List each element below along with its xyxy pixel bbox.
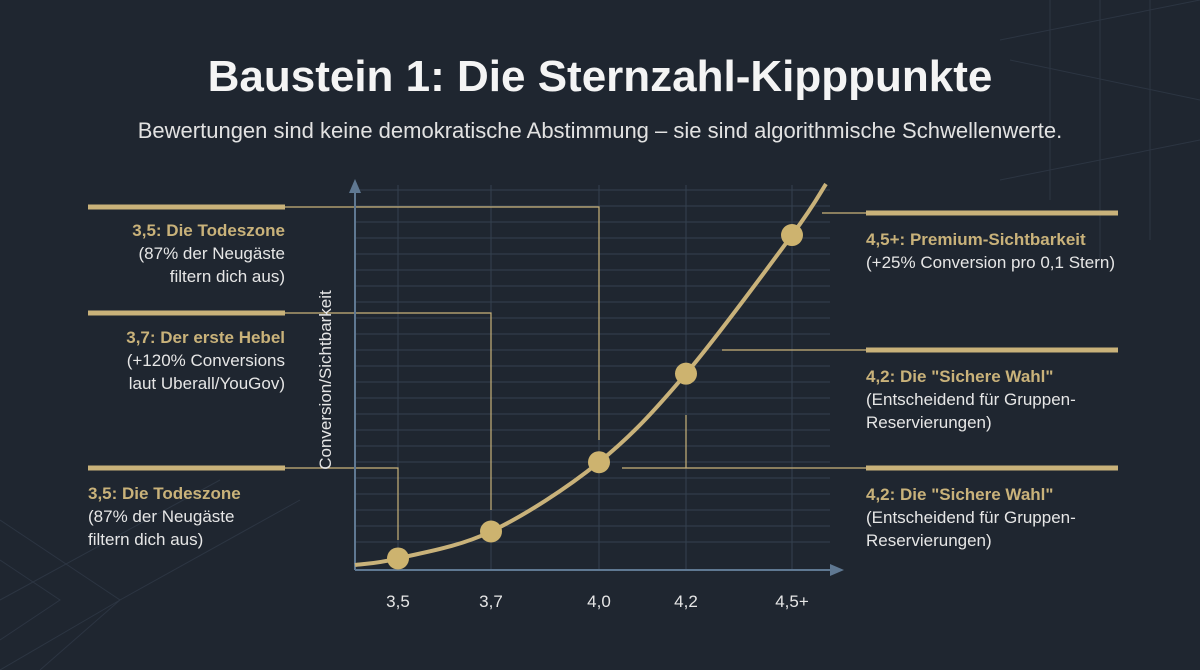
- annotation-text: (+120% Conversions: [126, 351, 285, 370]
- data-point: [480, 520, 502, 543]
- annotation-text: (Entscheidend für Gruppen-: [866, 390, 1076, 409]
- annotation-right-1: 4,5+: Premium-Sichtbarkeit (+25% Convers…: [866, 228, 1186, 274]
- data-point: [781, 224, 803, 247]
- x-tick-label: 4,5+: [775, 592, 809, 611]
- annotation-right-2: 4,2: Die "Sichere Wahl" (Entscheidend fü…: [866, 365, 1186, 434]
- connector-line: [285, 206, 600, 440]
- annotation-text: Reservierungen): [866, 531, 992, 550]
- annotation-right-3: 4,2: Die "Sichere Wahl" (Entscheidend fü…: [866, 483, 1186, 552]
- x-tick-label: 4,0: [587, 592, 611, 611]
- annotation-left-1: 3,5: Die Todeszone (87% der Neugäste fil…: [80, 219, 285, 288]
- page-subtitle: Bewertungen sind keine demokratische Abs…: [137, 118, 1063, 143]
- annotation-heading: 4,2: Die "Sichere Wahl": [866, 485, 1054, 504]
- annotation-text: filtern dich aus): [88, 530, 204, 549]
- annotation-left-2: 3,7: Der erste Hebel (+120% Conversions …: [80, 326, 285, 395]
- annotation-text: (Entscheidend für Gruppen-: [866, 508, 1076, 527]
- connector-line: [285, 312, 492, 510]
- x-tick-label: 3,7: [479, 592, 503, 611]
- x-tick-label: 4,2: [674, 592, 698, 611]
- annotation-heading: 4,5+: Premium-Sichtbarkeit: [866, 230, 1086, 249]
- data-point: [588, 451, 610, 474]
- data-point: [675, 362, 697, 385]
- data-point: [387, 547, 409, 570]
- annotation-text: (87% der Neugäste: [88, 507, 235, 526]
- annotation-heading: 3,7: Der erste Hebel: [126, 328, 285, 347]
- annotation-left-3: 3,5: Die Todeszone (87% der Neugäste fil…: [88, 482, 308, 551]
- page-title: Baustein 1: Die Sternzahl-Kipppunkte: [207, 52, 993, 101]
- annotation-text: Reservierungen): [866, 413, 992, 432]
- annotation-text: laut Uberall/YouGov): [128, 374, 285, 393]
- annotation-text: filtern dich aus): [169, 267, 285, 286]
- series-line: [354, 182, 828, 567]
- annotation-text: (87% der Neugäste: [138, 244, 285, 263]
- annotation-heading: 3,5: Die Todeszone: [132, 221, 285, 240]
- y-axis-arrow: [349, 179, 361, 193]
- annotation-heading: 4,2: Die "Sichere Wahl": [866, 367, 1054, 386]
- annotation-text: (+25% Conversion pro 0,1 Stern): [866, 253, 1115, 272]
- annotation-heading: 3,5: Die Todeszone: [88, 484, 241, 503]
- x-axis-arrow: [830, 564, 844, 576]
- connector-line: [285, 467, 399, 540]
- x-tick-label: 3,5: [386, 592, 410, 611]
- y-axis-label: Conversion/Sichtbarkeit: [316, 290, 335, 470]
